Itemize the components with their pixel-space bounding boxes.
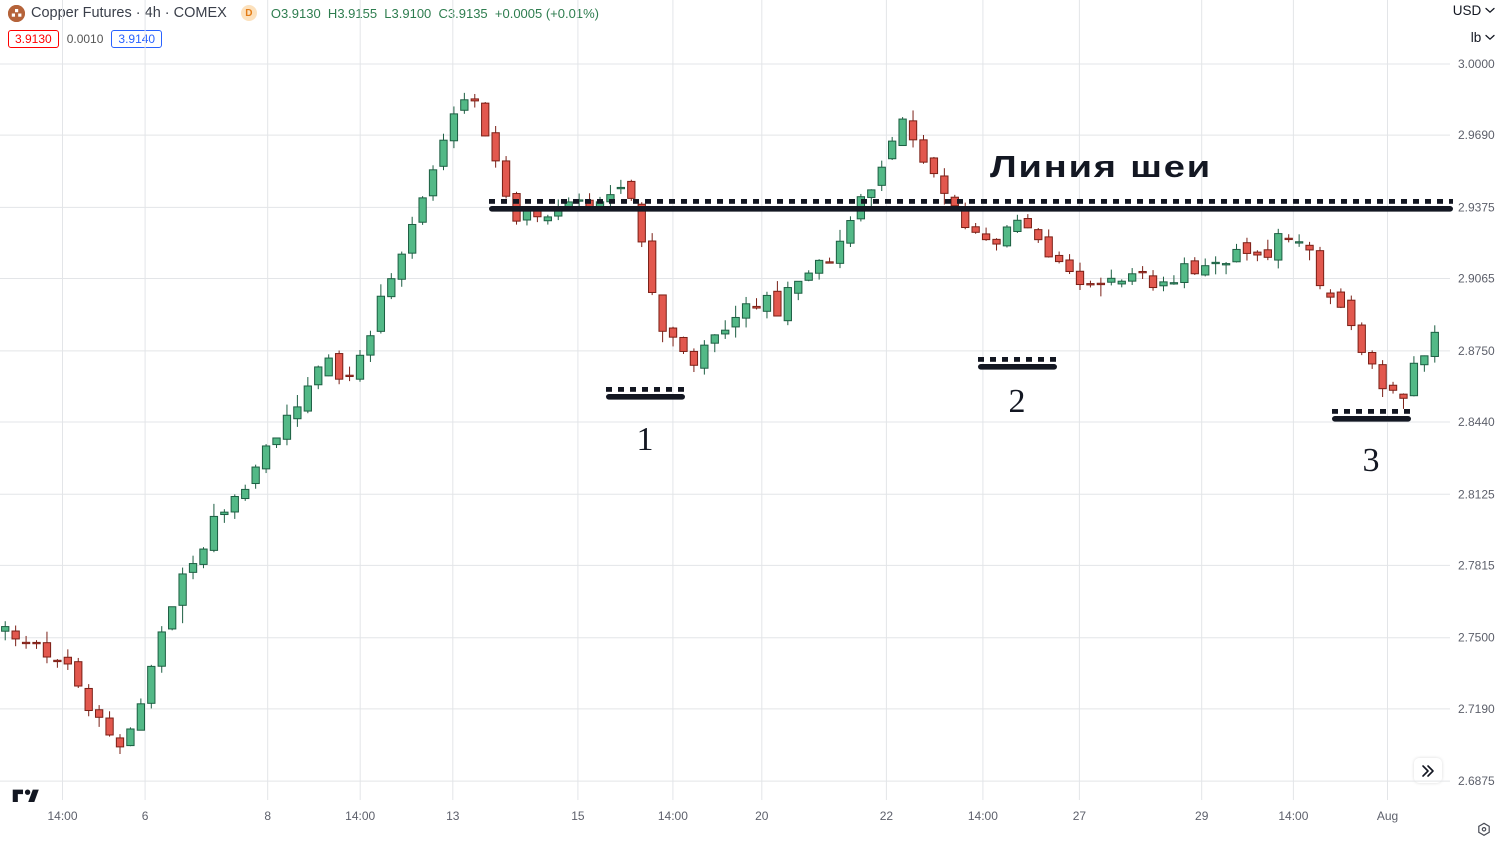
- svg-text:2.9690: 2.9690: [1458, 128, 1495, 142]
- svg-text:15: 15: [571, 809, 585, 823]
- svg-text:3.0000: 3.0000: [1458, 57, 1495, 71]
- svg-text:2.9065: 2.9065: [1458, 272, 1495, 286]
- svg-text:13: 13: [446, 809, 460, 823]
- svg-text:2.9375: 2.9375: [1458, 200, 1495, 214]
- svg-text:2.8750: 2.8750: [1458, 344, 1495, 358]
- svg-text:2.8125: 2.8125: [1458, 487, 1495, 501]
- svg-text:3: 3: [1363, 442, 1380, 479]
- svg-text:14:00: 14:00: [658, 809, 688, 823]
- svg-text:27: 27: [1073, 809, 1087, 823]
- svg-text:2.7500: 2.7500: [1458, 631, 1495, 645]
- svg-text:29: 29: [1195, 809, 1209, 823]
- svg-text:2.6875: 2.6875: [1458, 774, 1495, 788]
- svg-text:2.7190: 2.7190: [1458, 702, 1495, 716]
- svg-text:6: 6: [142, 809, 149, 823]
- svg-text:20: 20: [755, 809, 769, 823]
- svg-text:1: 1: [637, 421, 654, 458]
- svg-text:8: 8: [264, 809, 271, 823]
- svg-text:2: 2: [1009, 383, 1026, 420]
- svg-text:Линия шеи: Линия шеи: [990, 149, 1212, 184]
- svg-text:14:00: 14:00: [968, 809, 998, 823]
- svg-text:14:00: 14:00: [1278, 809, 1308, 823]
- svg-text:14:00: 14:00: [345, 809, 375, 823]
- svg-text:Aug: Aug: [1377, 809, 1398, 823]
- svg-text:14:00: 14:00: [47, 809, 77, 823]
- svg-text:22: 22: [880, 809, 894, 823]
- svg-text:2.7815: 2.7815: [1458, 558, 1495, 572]
- svg-text:2.8440: 2.8440: [1458, 415, 1495, 429]
